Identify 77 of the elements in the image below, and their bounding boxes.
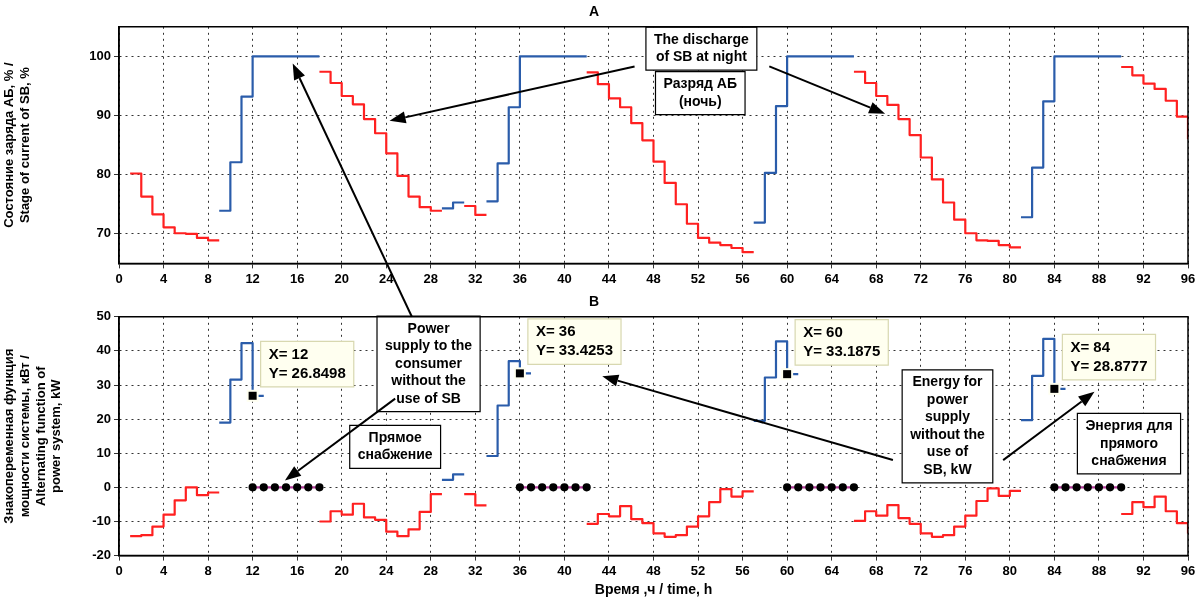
y-tick-label: 80 — [96, 166, 111, 182]
y-tick-label: 10 — [96, 444, 111, 460]
chart-title: A — [588, 3, 600, 20]
x-tick-label: 24 — [379, 562, 395, 578]
annotation: X= 84 Y= 28.8777 — [1070, 337, 1148, 374]
x-tick-label: 44 — [601, 270, 617, 286]
x-tick-label: 76 — [958, 562, 973, 578]
x-tick-label: 56 — [735, 270, 750, 286]
x-tick-label: 92 — [1136, 562, 1151, 578]
x-tick-label: 20 — [334, 562, 349, 578]
x-tick-label: 40 — [557, 270, 572, 286]
x-tick-label: 96 — [1180, 562, 1196, 578]
x-axis-title: Время ,ч / time, h — [594, 581, 713, 598]
x-tick-label: 12 — [245, 562, 260, 578]
x-tick-label: 48 — [646, 562, 661, 578]
x-tick-label: 8 — [204, 270, 212, 286]
y-axis-title: Состояние заряда АБ, % / Stage of current of SB, % — [1, 62, 32, 228]
y-tick-label: 90 — [96, 107, 111, 123]
x-tick-label: 56 — [735, 562, 750, 578]
x-tick-label: 60 — [779, 562, 795, 578]
y-tick-label: 30 — [96, 376, 111, 392]
y-tick-label: 70 — [96, 225, 111, 241]
x-tick-label: 28 — [423, 270, 439, 286]
y-tick-label: 100 — [89, 47, 111, 63]
y-tick-label: 0 — [103, 478, 111, 494]
x-tick-label: 92 — [1136, 270, 1151, 286]
x-tick-label: 64 — [824, 270, 840, 286]
x-tick-label: 40 — [557, 562, 572, 578]
annotation: The discharge of SB at night — [653, 30, 750, 65]
x-tick-label: 84 — [1047, 270, 1063, 286]
x-tick-label: 32 — [468, 562, 483, 578]
x-tick-label: 0 — [115, 270, 123, 286]
chart-title: B — [588, 293, 600, 310]
x-tick-label: 24 — [379, 270, 395, 286]
x-tick-label: 72 — [913, 270, 928, 286]
annotation: Энергия для прямого снабжения — [1085, 417, 1173, 469]
x-tick-label: 8 — [204, 562, 212, 578]
y-axis-title: Знакопеременная функция мощности системы, кВт / Alternating function of power system, kW — [1, 348, 64, 524]
annotation: X= 36 Y= 33.4253 — [535, 322, 614, 359]
annotation: Разряд АБ (ночь) — [663, 75, 738, 109]
x-tick-label: 16 — [289, 562, 305, 578]
annotation: Прямое снабжение — [357, 428, 433, 463]
x-tick-label: 28 — [423, 562, 439, 578]
x-tick-label: 48 — [646, 270, 661, 286]
x-tick-label: 68 — [868, 562, 884, 578]
y-tick-label: -10 — [92, 513, 111, 529]
x-tick-label: 88 — [1091, 270, 1107, 286]
x-tick-label: 64 — [824, 562, 840, 578]
x-tick-label: 80 — [1002, 270, 1018, 286]
annotation: X= 60 Y= 33.1875 — [803, 323, 881, 359]
x-tick-label: 4 — [159, 270, 168, 286]
x-tick-label: 72 — [913, 562, 928, 578]
x-tick-label: 68 — [868, 270, 884, 286]
x-tick-label: 0 — [115, 562, 123, 578]
x-tick-label: 12 — [245, 270, 260, 286]
x-tick-label: 16 — [289, 270, 305, 286]
x-tick-label: 80 — [1002, 562, 1018, 578]
x-tick-label: 88 — [1091, 562, 1107, 578]
x-tick-label: 52 — [690, 270, 706, 286]
x-tick-label: 84 — [1047, 562, 1063, 578]
x-tick-label: 36 — [512, 562, 528, 578]
x-tick-label: 20 — [334, 270, 349, 286]
x-tick-label: 60 — [779, 270, 795, 286]
x-tick-label: 36 — [512, 270, 528, 286]
x-tick-label: 4 — [159, 562, 168, 578]
annotation: X= 12 Y= 26.8498 — [268, 344, 346, 381]
y-tick-label: -20 — [92, 547, 111, 563]
x-tick-label: 52 — [690, 562, 706, 578]
y-tick-label: 50 — [96, 308, 111, 324]
annotation: Power supply to the consumer without the use of SB — [385, 319, 473, 406]
x-tick-label: 96 — [1180, 270, 1196, 286]
y-tick-label: 20 — [96, 410, 111, 426]
x-tick-label: 76 — [958, 270, 973, 286]
x-tick-label: 32 — [468, 270, 483, 286]
x-tick-label: 44 — [601, 562, 617, 578]
y-tick-label: 40 — [96, 342, 111, 358]
annotation: Energy for power supply without the use of SB, kW — [909, 373, 986, 477]
